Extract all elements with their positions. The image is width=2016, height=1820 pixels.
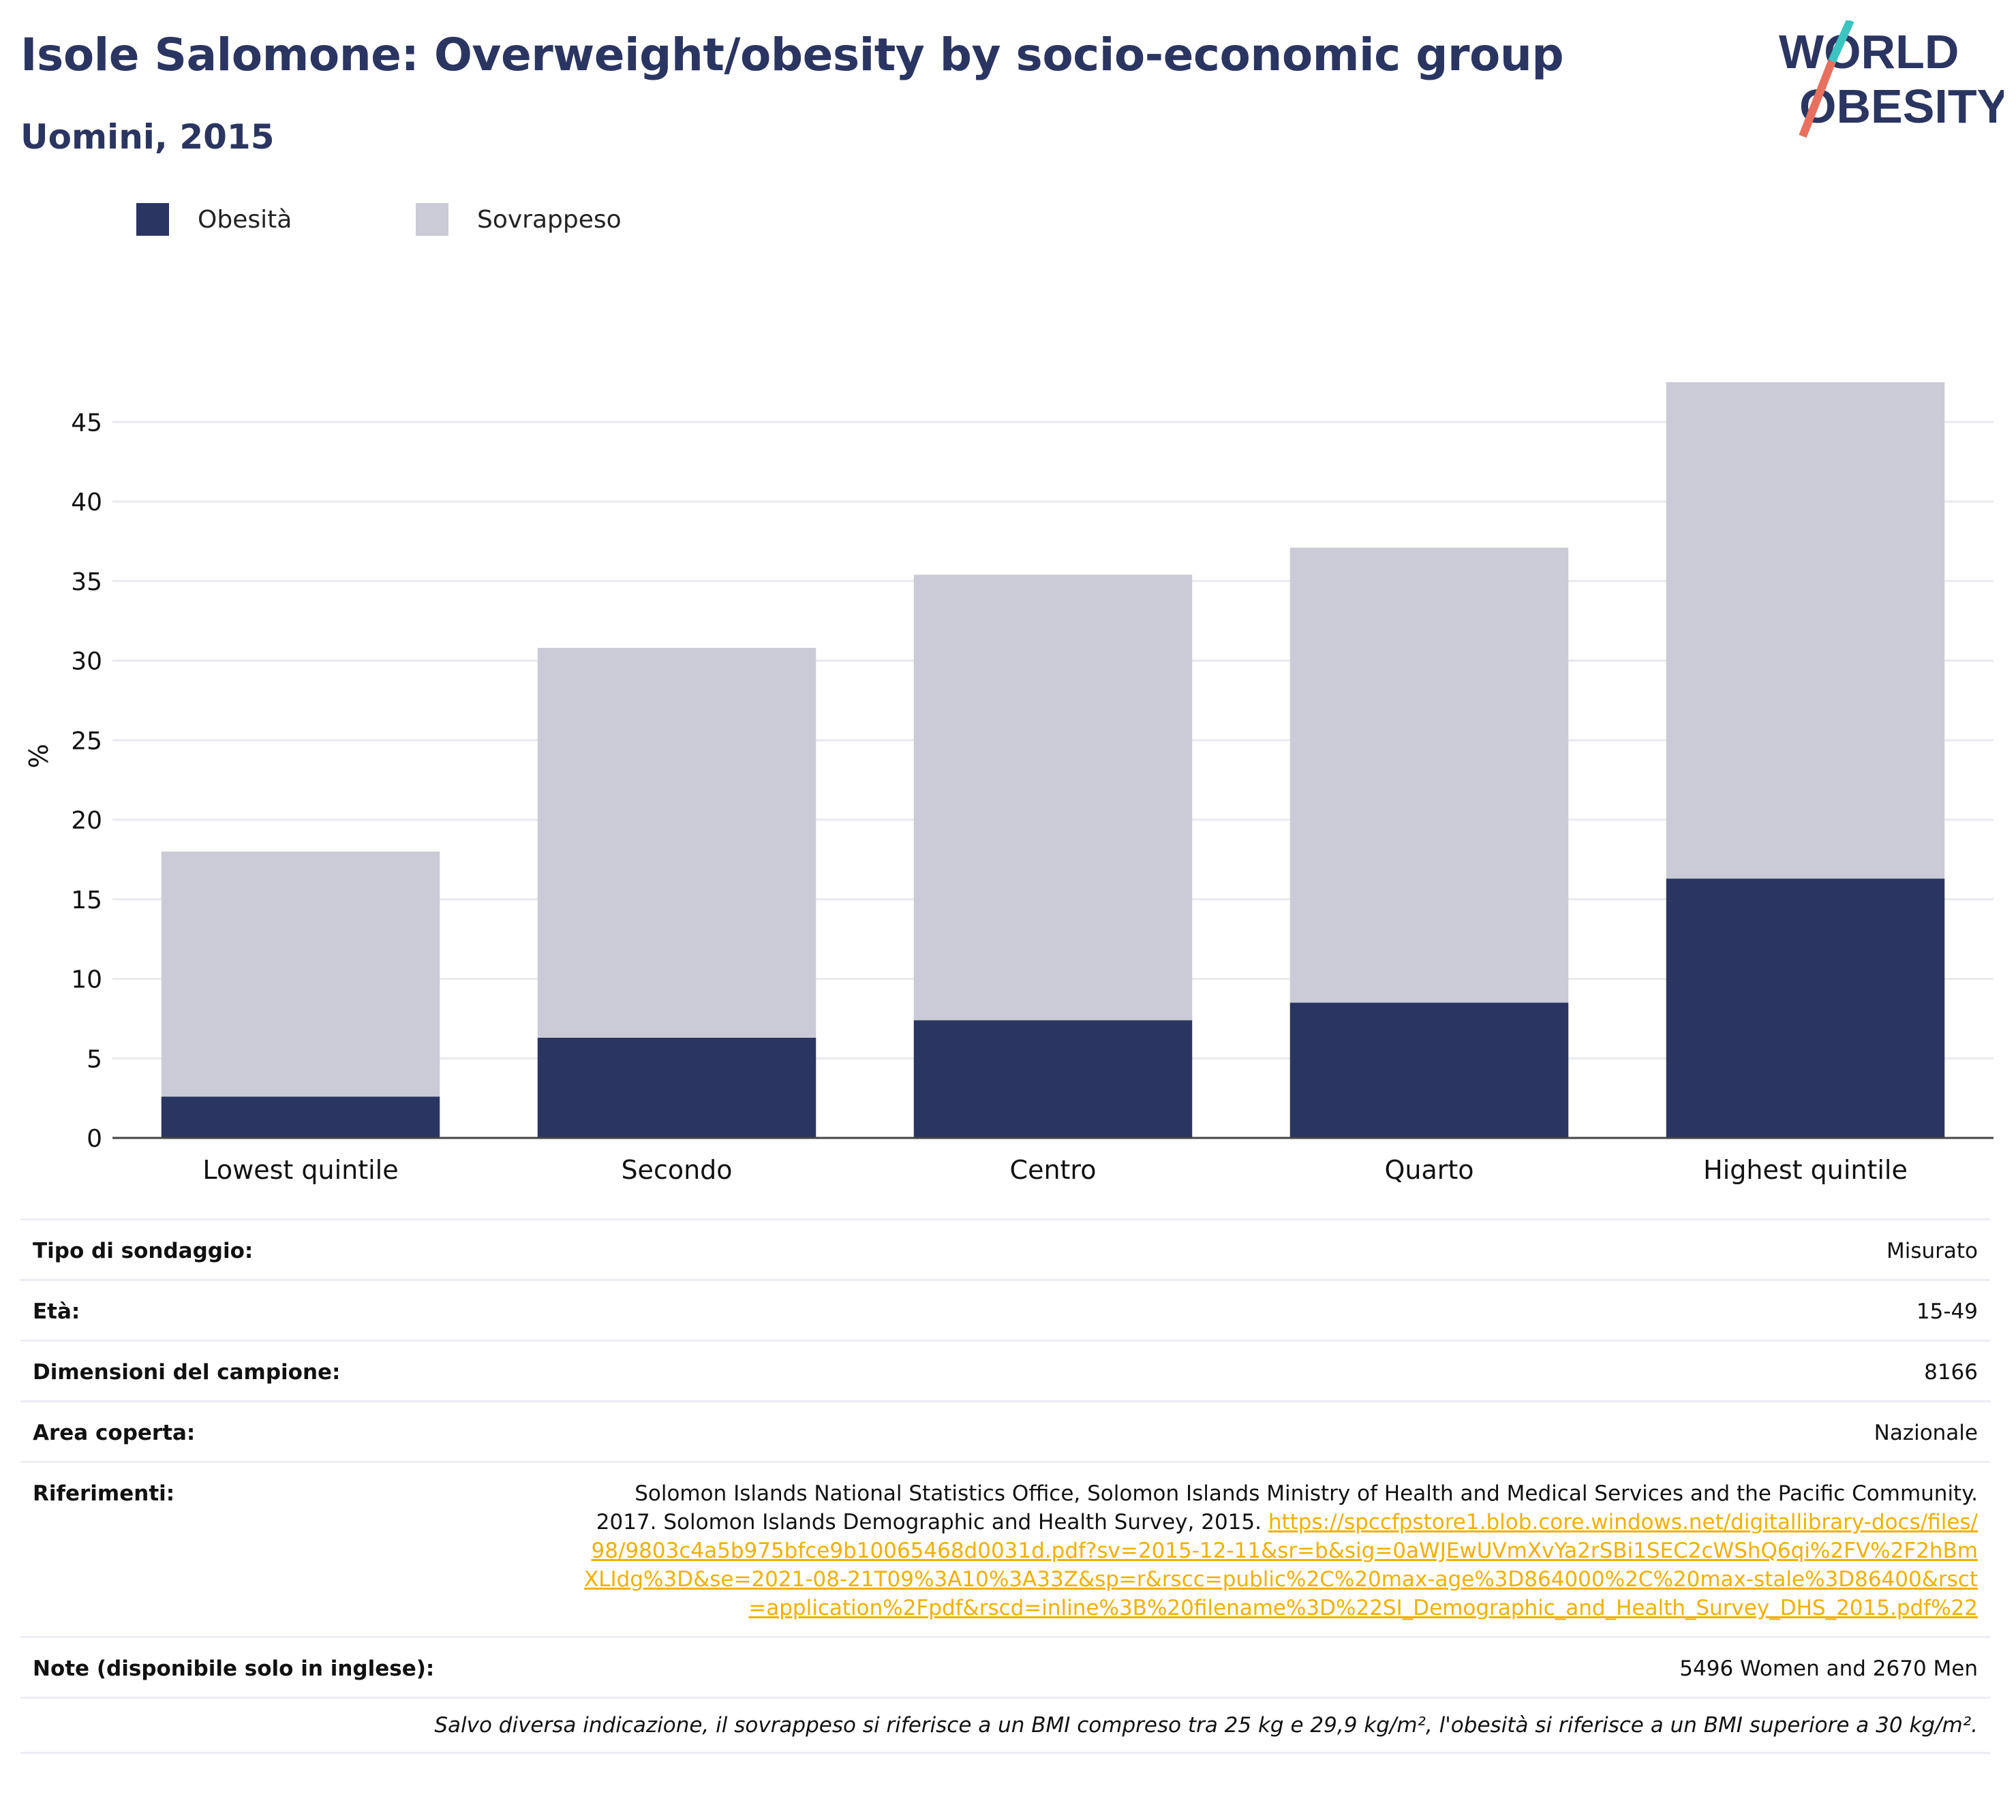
chart-title: Isole Salomone: Overweight/obesity by so… [20, 29, 1564, 81]
references-value: Solomon Islands National Statistics Offi… [446, 1462, 1990, 1638]
meta-label: Tipo di sondaggio: [20, 1218, 447, 1281]
meta-value: Misurato [446, 1218, 1990, 1281]
y-tick-label: 10 [71, 966, 102, 994]
legend-item-obesity[interactable]: Obesità [136, 203, 423, 237]
meta-value: 15-49 [446, 1280, 1990, 1342]
meta-label: Età: [20, 1280, 447, 1342]
bar-obesity [161, 1096, 440, 1138]
y-tick-label: 15 [71, 886, 102, 914]
references-link[interactable]: https://spccfpstore1.blob.core.windows.n… [584, 1510, 1978, 1620]
x-tick-label: Highest quintile [1703, 1155, 1908, 1185]
bar-obesity [537, 1037, 816, 1138]
y-tick-label: 25 [71, 727, 102, 755]
y-tick-label: 35 [71, 568, 102, 596]
meta-label: Dimensioni del campione: [20, 1340, 447, 1402]
meta-value: 8166 [446, 1340, 1990, 1402]
meta-row-footnote: Salvo diversa indicazione, il sovrappeso… [20, 1697, 1990, 1754]
bar-chart: 0 5 10 15 20 25 30 35 40 45% Lowest quintile Second… [24, 382, 1994, 1185]
y-tick-label: 0 [87, 1125, 102, 1153]
svg-text:WORLD: WORLD [1779, 25, 1959, 78]
meta-row-notes: Note (disponibile solo in inglese): 5496… [20, 1637, 1990, 1699]
survey-details-table: Tipo di sondaggio: Misurato Età: 15-49 D… [20, 1218, 1990, 1754]
chart-subtitle: Uomini, 2015 [20, 117, 275, 157]
legend-item-overweight[interactable]: Sovrappeso [416, 203, 702, 237]
bmi-footnote: Salvo diversa indicazione, il sovrappeso… [20, 1697, 1990, 1754]
bar-obesity [913, 1020, 1193, 1138]
bar-overweight [913, 574, 1193, 1021]
meta-value: Nazionale [446, 1401, 1990, 1463]
x-tick-label: Quarto [1384, 1155, 1473, 1185]
svg-text:OBESITY: OBESITY [1799, 80, 2004, 133]
legend-swatch-obesity [136, 203, 169, 236]
meta-label: Area coperta: [20, 1401, 447, 1463]
y-tick-label: 5 [87, 1045, 102, 1073]
world-obesity-logo: WORLD OBESITY [1779, 20, 2004, 138]
x-tick-label: Centro [1010, 1155, 1097, 1185]
legend-label-overweight: Sovrappeso [477, 206, 622, 234]
meta-row-age: Età: 15-49 [20, 1280, 1990, 1342]
legend-swatch-overweight [416, 203, 448, 236]
y-tick-label: 45 [71, 409, 102, 437]
bar-overweight [161, 851, 440, 1097]
x-tick-label: Lowest quintile [202, 1155, 398, 1185]
y-tick-label: 30 [71, 648, 102, 676]
y-axis-label: % [24, 744, 54, 769]
meta-row-survey-type: Tipo di sondaggio: Misurato [20, 1218, 1990, 1281]
meta-value: 5496 Women and 2670 Men [446, 1637, 1990, 1699]
y-tick-label: 20 [71, 807, 102, 835]
meta-row-sample-size: Dimensioni del campione: 8166 [20, 1340, 1990, 1402]
bar-overweight [537, 647, 816, 1038]
meta-label: Note (disponibile solo in inglese): [20, 1637, 447, 1699]
bar-overweight [1666, 382, 1945, 879]
x-tick-label: Secondo [621, 1155, 732, 1185]
bar-overweight [1289, 547, 1569, 1003]
legend-label-obesity: Obesità [198, 206, 292, 234]
y-tick-label: 40 [71, 489, 102, 516]
meta-label: Riferimenti: [20, 1462, 447, 1638]
meta-row-references: Riferimenti: Solomon Islands National St… [20, 1462, 1990, 1638]
bar-obesity [1289, 1002, 1569, 1138]
meta-row-area: Area coperta: Nazionale [20, 1401, 1990, 1463]
bar-obesity [1666, 878, 1945, 1138]
references-text: Solomon Islands National Statistics Offi… [596, 1481, 1978, 1534]
